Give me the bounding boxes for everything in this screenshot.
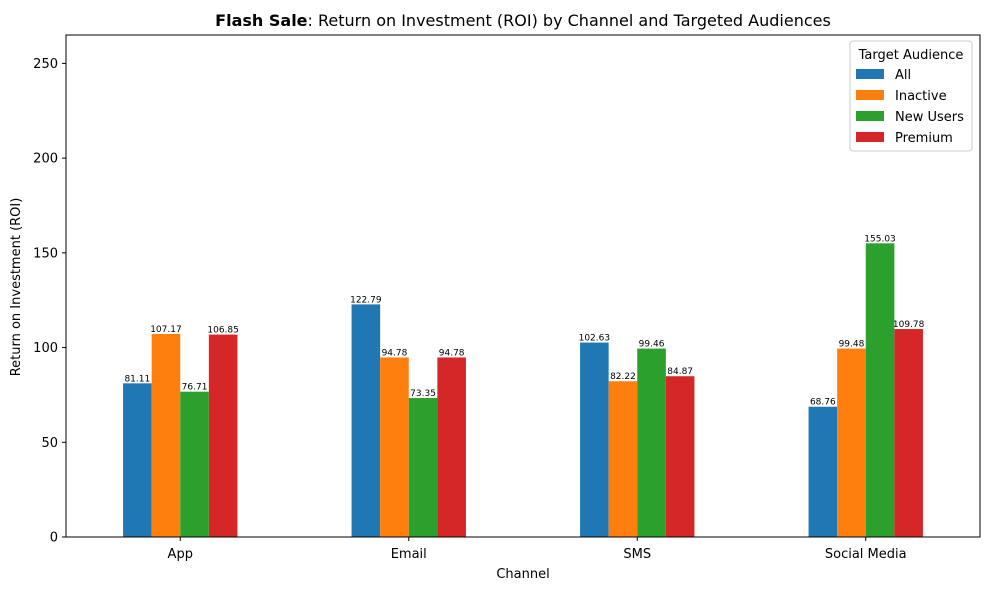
legend-box — [849, 40, 973, 152]
bar — [408, 398, 438, 537]
data-label: 99.48 — [839, 340, 865, 350]
data-label: 106.85 — [207, 326, 239, 336]
bar — [580, 342, 609, 537]
y-tick-label: 0 — [50, 531, 58, 546]
x-tick-label: App — [168, 547, 193, 562]
legend-swatch — [856, 69, 884, 79]
data-label: 94.78 — [439, 348, 465, 358]
y-tick-label: 50 — [41, 436, 58, 451]
legend-swatch — [856, 111, 884, 121]
bar — [123, 383, 152, 537]
data-label: 82.22 — [610, 372, 636, 382]
legend-swatch — [856, 90, 884, 100]
plot-frame — [65, 34, 981, 538]
data-label: 99.46 — [639, 340, 665, 350]
bar — [437, 357, 466, 537]
bar — [180, 391, 209, 537]
bar — [351, 304, 381, 537]
x-tick-label: SMS — [623, 547, 651, 562]
bar — [637, 348, 666, 537]
chart-title-rest: : Return on Investment (ROI) by Channel … — [308, 11, 831, 30]
legend-label: Premium — [895, 131, 953, 146]
bar — [208, 334, 238, 537]
y-tick-label: 250 — [33, 57, 58, 72]
y-axis-label: Return on Investment (ROI) — [9, 198, 24, 377]
chart-title: Flash Sale: Return on Investment (ROI) b… — [215, 11, 831, 30]
data-label: 122.79 — [350, 295, 382, 305]
data-label: 102.63 — [579, 334, 611, 344]
chart-title-bold: Flash Sale — [215, 11, 308, 30]
bar — [151, 333, 181, 537]
data-label: 76.71 — [182, 383, 208, 393]
data-label: 68.76 — [810, 398, 836, 408]
bar — [865, 243, 895, 537]
data-label: 155.03 — [864, 234, 896, 244]
bar — [608, 381, 638, 537]
bar — [665, 376, 695, 537]
x-tick-label: Email — [391, 547, 427, 562]
y-tick-label: 150 — [33, 246, 58, 261]
x-axis-label: Channel — [496, 567, 549, 582]
bar — [808, 406, 838, 537]
plot-area: 0 50 100 150 200 250 App 81.11 107.17 76.71 106.85… — [33, 34, 981, 562]
bar — [837, 348, 866, 537]
legend-title: Target Audience — [858, 48, 964, 63]
data-label: 81.11 — [124, 374, 150, 384]
data-label: 107.17 — [150, 325, 182, 335]
data-label: 84.87 — [667, 367, 693, 377]
x-tick-label: Social Media — [825, 547, 907, 562]
bar — [380, 357, 409, 537]
legend-label: New Users — [895, 110, 964, 125]
legend-label: All — [895, 68, 911, 83]
legend-label: Inactive — [895, 89, 947, 104]
data-label: 73.35 — [410, 389, 436, 399]
bar — [894, 329, 923, 537]
data-label: 94.78 — [382, 348, 408, 358]
y-tick-label: 200 — [33, 152, 58, 167]
data-label: 109.78 — [893, 320, 925, 330]
legend-swatch — [856, 132, 884, 142]
y-tick-label: 100 — [33, 341, 58, 356]
legend: Target Audience All Inactive New Users Premi… — [849, 40, 973, 152]
